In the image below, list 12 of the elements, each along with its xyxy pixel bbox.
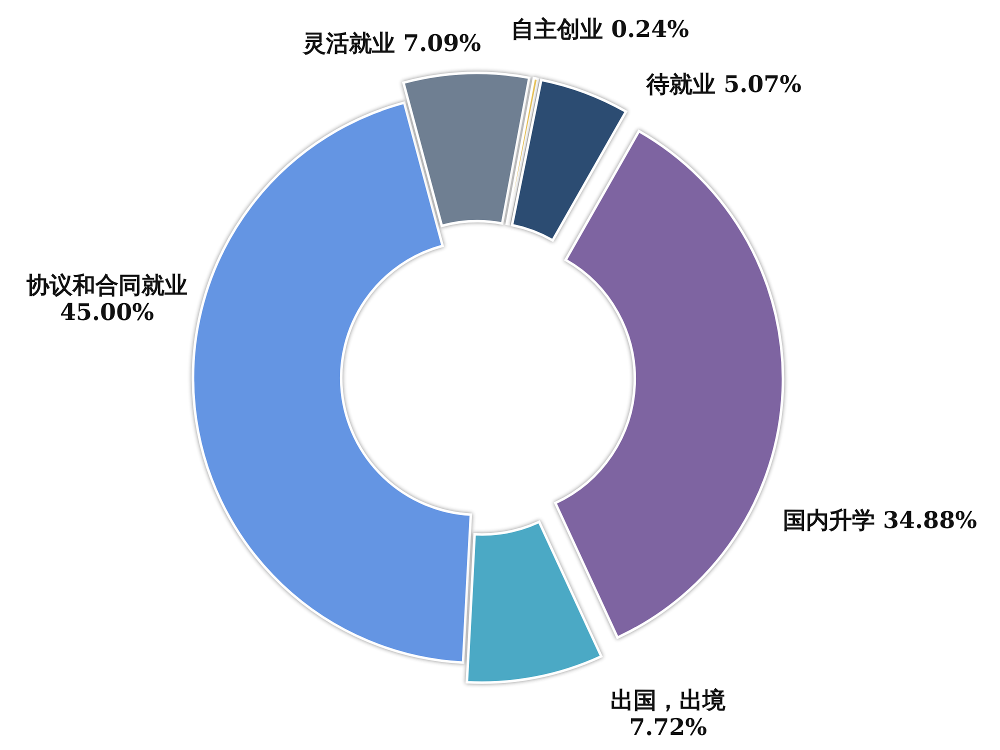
slice-label: 协议和合同就业 [26,272,188,299]
data-label: 7.72% [629,714,708,741]
data-label: 34.88% [883,507,978,534]
data-label: 5.07% [724,71,802,98]
slice-label: 灵活就业 [303,30,396,57]
slice-label: 待就业 [646,71,716,98]
slice-label: 自主创业 [511,16,604,43]
data-label: 7.09% [403,30,482,57]
slice-label: 出国，出境 [610,687,726,714]
slice-label: 国内升学 [783,507,876,534]
data-label: 0.24% [611,16,690,43]
data-label: 45.00% [60,299,154,326]
